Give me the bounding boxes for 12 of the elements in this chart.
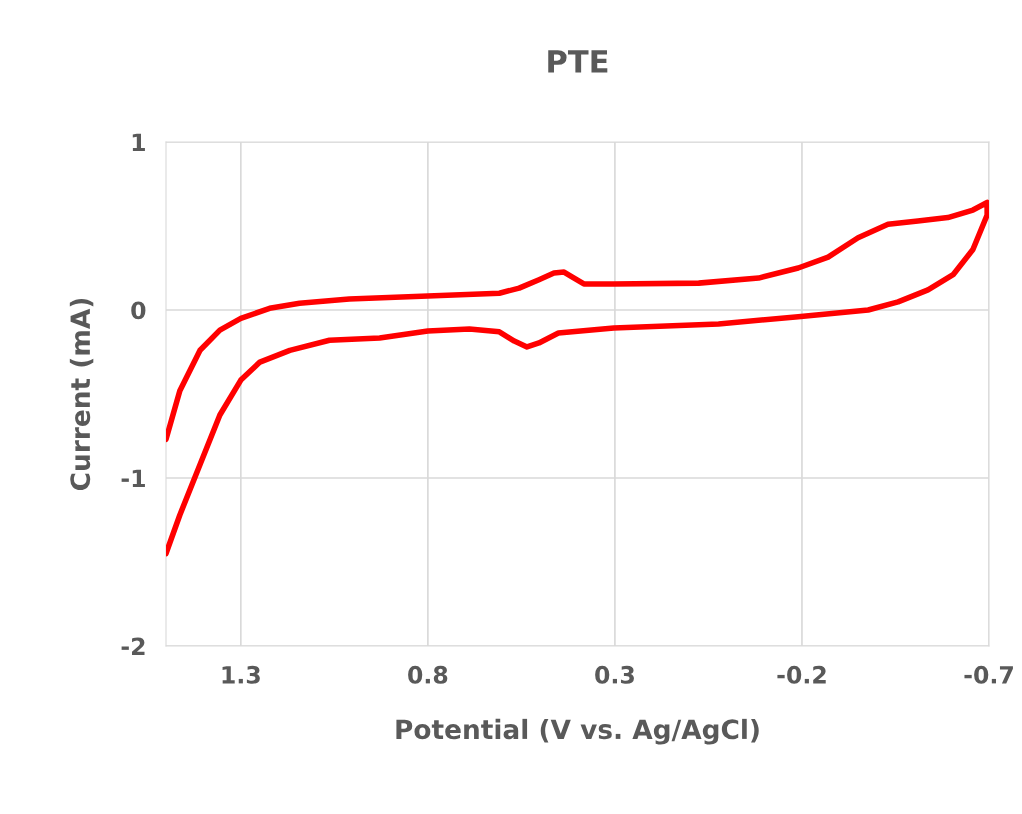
x-tick-label: 1.3 — [222, 665, 260, 684]
y-axis-title: Current (mA) — [69, 298, 94, 491]
x-tick-label: -0.2 — [777, 665, 826, 684]
x-axis-title: Potential (V vs. Ag/AgCl) — [396, 718, 759, 745]
chart-title: PTE — [548, 50, 608, 73]
y-tick-label: -1 — [121, 469, 145, 487]
y-tick-label: 0 — [131, 301, 146, 320]
x-tick-label: -0.7 — [964, 665, 1013, 684]
x-tick-label: 0.3 — [595, 665, 634, 684]
x-tick-label: 0.8 — [408, 665, 448, 684]
y-tick-label: 1 — [132, 133, 145, 151]
y-tick-label: -2 — [121, 637, 145, 655]
